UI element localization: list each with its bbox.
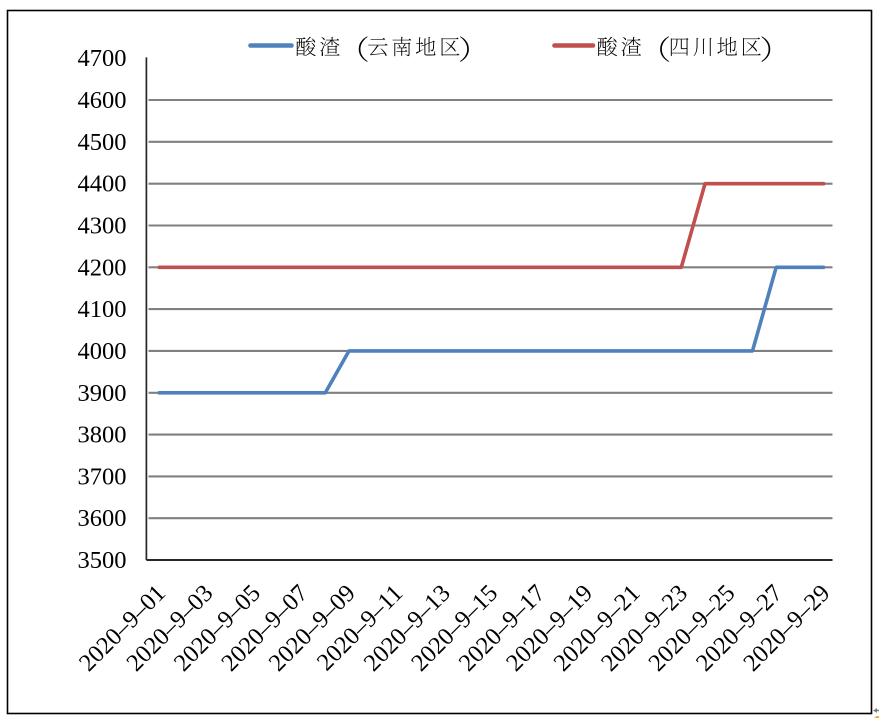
svg-text:4400: 4400: [78, 171, 127, 198]
svg-text:4500: 4500: [78, 129, 127, 156]
svg-text:3900: 3900: [78, 380, 127, 407]
svg-text:3800: 3800: [78, 422, 127, 449]
svg-text:3600: 3600: [78, 505, 127, 532]
svg-text:4000: 4000: [78, 338, 127, 365]
svg-text:4200: 4200: [78, 254, 127, 281]
svg-text:3700: 3700: [78, 463, 127, 490]
svg-text:4600: 4600: [78, 87, 127, 114]
svg-text:4300: 4300: [78, 213, 127, 240]
svg-text:3500: 3500: [78, 547, 127, 574]
svg-text:4700: 4700: [78, 45, 127, 72]
svg-text:4100: 4100: [78, 296, 127, 323]
